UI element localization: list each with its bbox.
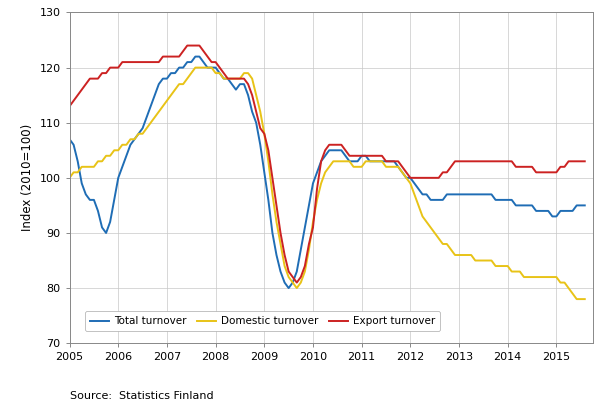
Export turnover bbox=[196, 43, 203, 48]
Export turnover bbox=[293, 280, 301, 285]
Total turnover bbox=[565, 208, 572, 213]
Export turnover bbox=[261, 131, 268, 136]
Total turnover bbox=[196, 54, 203, 59]
Y-axis label: Index (2010=100): Index (2010=100) bbox=[21, 124, 34, 231]
Line: Domestic turnover: Domestic turnover bbox=[70, 67, 585, 299]
Domestic turnover bbox=[561, 280, 568, 285]
Legend: Total turnover, Domestic turnover, Export turnover: Total turnover, Domestic turnover, Expor… bbox=[85, 311, 440, 332]
Domestic turnover bbox=[261, 131, 268, 136]
Domestic turnover bbox=[281, 264, 288, 269]
Domestic turnover bbox=[192, 65, 199, 70]
Domestic turnover bbox=[196, 65, 203, 70]
Export turnover bbox=[66, 104, 73, 109]
Export turnover bbox=[342, 148, 349, 153]
Domestic turnover bbox=[66, 176, 73, 181]
Total turnover bbox=[261, 170, 268, 175]
Export turnover bbox=[281, 253, 288, 258]
Export turnover bbox=[183, 43, 191, 48]
Domestic turnover bbox=[581, 297, 589, 302]
Domestic turnover bbox=[338, 159, 345, 164]
Text: Source:  Statistics Finland: Source: Statistics Finland bbox=[70, 391, 213, 401]
Total turnover bbox=[281, 280, 288, 285]
Total turnover bbox=[516, 203, 523, 208]
Line: Export turnover: Export turnover bbox=[70, 46, 585, 282]
Total turnover bbox=[192, 54, 199, 59]
Total turnover bbox=[285, 285, 292, 290]
Total turnover bbox=[581, 203, 589, 208]
Domestic turnover bbox=[512, 269, 520, 274]
Export turnover bbox=[565, 159, 572, 164]
Total turnover bbox=[342, 154, 349, 158]
Total turnover bbox=[66, 137, 73, 142]
Line: Total turnover: Total turnover bbox=[70, 57, 585, 288]
Export turnover bbox=[581, 159, 589, 164]
Export turnover bbox=[516, 164, 523, 169]
Domestic turnover bbox=[573, 297, 580, 302]
